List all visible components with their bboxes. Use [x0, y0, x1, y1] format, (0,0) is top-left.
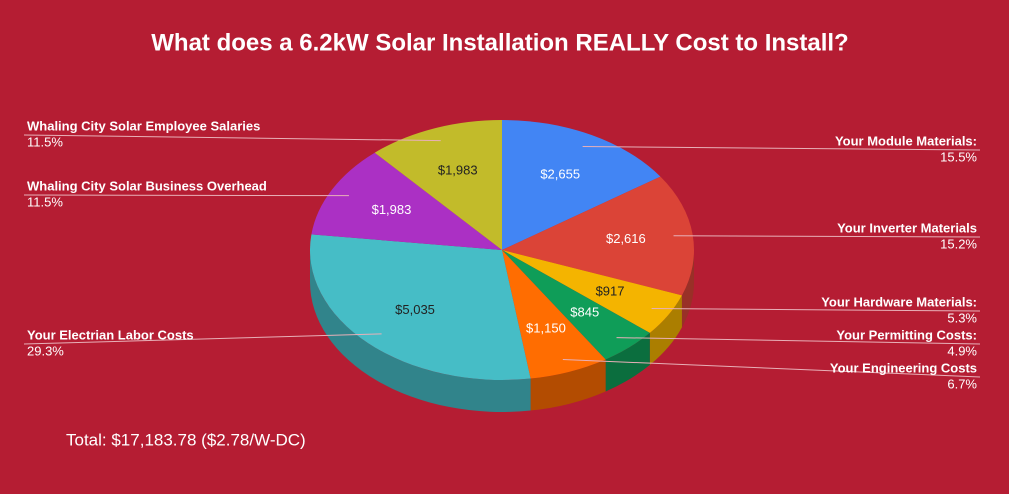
- pie-slice: [374, 120, 502, 250]
- percent-label: 11.5%: [27, 194, 63, 209]
- slice-value-label: $1,983: [372, 202, 412, 217]
- chart-title: What does a 6.2kW Solar Installation REA…: [151, 29, 848, 56]
- percent-label: 29.3%: [27, 343, 64, 358]
- percent-label: 6.7%: [947, 376, 977, 391]
- slice-side: [310, 250, 531, 412]
- legend-label: Whaling City Solar Employee Salaries: [27, 118, 260, 133]
- slice-value-label: $917: [596, 284, 625, 299]
- legend-label: Whaling City Solar Business Overhead: [27, 178, 267, 193]
- legend-label: Your Permitting Costs:: [836, 327, 977, 342]
- percent-label: 4.9%: [947, 343, 977, 358]
- leader-line: [562, 359, 981, 378]
- legend-label: Your Hardware Materials:: [821, 294, 977, 309]
- slice-value-label: $1,150: [526, 321, 566, 336]
- percent-label: 15.5%: [940, 149, 977, 164]
- pie-slice: [502, 250, 682, 333]
- slice-value-label: $845: [570, 305, 599, 320]
- pie-slice: [502, 250, 650, 360]
- pie-slice: [309, 234, 531, 380]
- slice-side: [530, 359, 606, 411]
- pie-slice: [502, 120, 661, 250]
- pie-slice: [311, 152, 502, 250]
- total-label: Total: $17,183.78 ($2.78/W-DC): [66, 430, 306, 449]
- percent-label: 5.3%: [947, 310, 977, 325]
- percent-label: 15.2%: [940, 236, 977, 251]
- leader-line: [23, 333, 382, 345]
- slice-side: [649, 295, 682, 365]
- leader-line: [23, 134, 441, 142]
- slice-value-label: $5,035: [395, 302, 435, 317]
- pie-slice: [502, 176, 694, 296]
- slice-value-label: $2,616: [606, 231, 646, 246]
- leader-line: [582, 146, 981, 151]
- leader-line: [23, 194, 349, 197]
- slice-value-label: $1,983: [438, 162, 478, 177]
- pie-slice: [502, 250, 606, 379]
- legend-label: Your Electrian Labor Costs: [27, 327, 194, 342]
- leader-line: [651, 308, 981, 312]
- percent-label: 11.5%: [27, 134, 63, 149]
- slice-value-label: $2,655: [540, 167, 580, 182]
- leader-line: [673, 235, 981, 238]
- slice-side: [681, 250, 694, 328]
- legend-label: Your Engineering Costs: [830, 360, 977, 375]
- legend-label: Your Module Materials:: [835, 133, 977, 148]
- legend-label: Your Inverter Materials: [837, 220, 977, 235]
- leader-line: [616, 337, 981, 345]
